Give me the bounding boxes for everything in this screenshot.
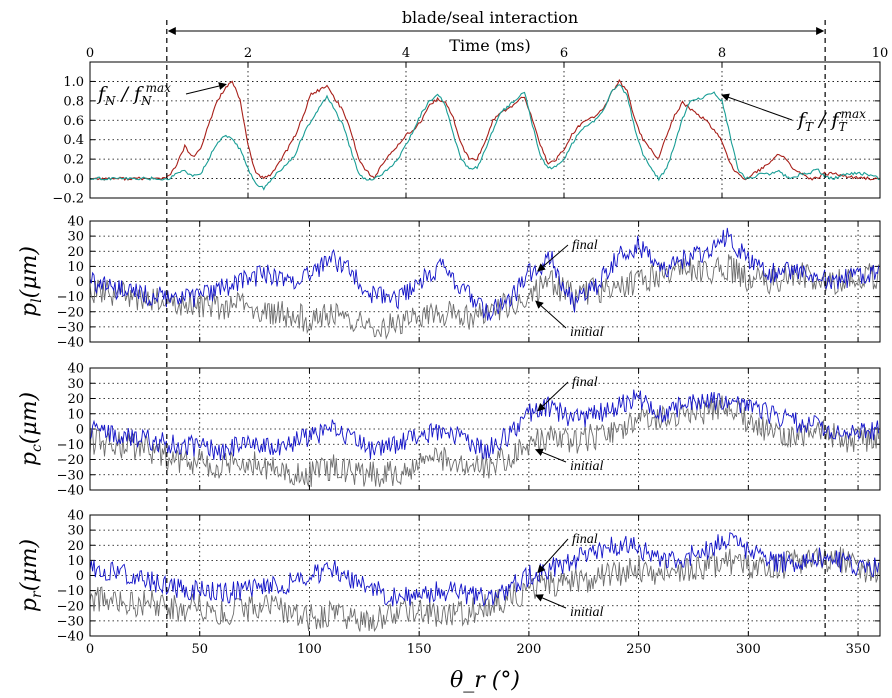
interaction-label: blade/seal interaction <box>402 8 578 27</box>
y-tick-label: −40 <box>57 336 84 351</box>
y-axis-label-pl: pl(μm) <box>17 246 45 317</box>
y-tick-label: −30 <box>57 320 84 335</box>
x-tick-label: 300 <box>736 642 761 657</box>
panel-forces: −0.2 0.0 0.2 0.4 0.6 0.8 1.00 2 4 6 8 10 <box>52 46 888 207</box>
top-tick-label: 2 <box>244 46 252 61</box>
y-tick-label: 0.0 <box>63 172 84 187</box>
axes-frame <box>89 514 881 637</box>
series-line-pc-initial <box>90 395 880 488</box>
y-tick-label: −10 <box>57 290 84 305</box>
initial-arrow <box>534 448 567 463</box>
x-tick-label: 250 <box>626 642 651 657</box>
y-tick-label: 20 <box>67 539 84 554</box>
axes-frame <box>89 367 881 491</box>
series-line-pl-initial <box>90 254 880 340</box>
y-tick-label: 40 <box>67 362 84 377</box>
y-tick-label: 20 <box>67 245 84 260</box>
x-tick-label: 150 <box>407 642 432 657</box>
initial-arrow <box>535 300 567 329</box>
series-line-pr-final <box>90 532 880 607</box>
final-label: final <box>572 375 598 390</box>
y-tick-label: 30 <box>67 377 84 392</box>
y-axis-label-pc: pc(μm) <box>17 392 45 466</box>
top-tick-label: 8 <box>718 46 726 61</box>
fn-arrow <box>185 82 227 95</box>
series-line-forces-1 <box>90 84 880 191</box>
initial-label: initial <box>570 605 604 620</box>
final-arrow <box>537 381 569 412</box>
y-axis-label-pr: pr(μm) <box>17 539 45 612</box>
axes-frame <box>89 220 881 343</box>
x-tick-label: 350 <box>846 642 871 657</box>
final-arrow <box>537 538 569 574</box>
x-tick-label: 50 <box>191 642 208 657</box>
y-tick-label: 20 <box>67 392 84 407</box>
y-tick-label: −20 <box>57 453 84 468</box>
y-tick-label: −10 <box>57 584 84 599</box>
y-tick-label: 1.0 <box>63 75 84 90</box>
y-tick-label: 10 <box>67 407 84 422</box>
final-arrow <box>537 244 569 272</box>
y-tick-label: 0.6 <box>63 114 84 129</box>
y-tick-label: 0 <box>76 423 84 438</box>
initial-arrow <box>534 594 567 609</box>
y-tick-label: −20 <box>57 305 84 320</box>
ft-arrow <box>721 93 793 121</box>
y-tick-label: −10 <box>57 438 84 453</box>
y-tick-label: 40 <box>67 509 84 524</box>
final-label: final <box>572 532 598 547</box>
top-tick-label: 6 <box>560 46 568 61</box>
y-tick-label: 30 <box>67 524 84 539</box>
x-tick-label: 200 <box>516 642 541 657</box>
series-line-pr-initial <box>90 546 880 633</box>
fn-label: fN / fNmax <box>96 81 171 108</box>
y-tick-label: 0 <box>76 569 84 584</box>
x-tick-label: 100 <box>297 642 322 657</box>
y-tick-label: −0.2 <box>52 192 84 207</box>
series-line-forces-0 <box>90 78 880 181</box>
initial-label: initial <box>570 459 604 474</box>
y-tick-label: −40 <box>57 630 84 645</box>
y-tick-label: 40 <box>67 215 84 230</box>
initial-label: initial <box>570 325 604 340</box>
top-tick-label: 4 <box>402 46 410 61</box>
top-axis-label: Time (ms) <box>449 36 530 55</box>
x-axis-label: θ_r (°) <box>450 668 520 693</box>
y-tick-label: 0.8 <box>63 94 84 109</box>
series-line-pl-final <box>90 227 880 322</box>
y-tick-label: 0.4 <box>63 133 84 148</box>
y-tick-label: −30 <box>57 468 84 483</box>
y-tick-label: −30 <box>57 614 84 629</box>
series-line-pc-final <box>90 389 880 461</box>
y-tick-label: −20 <box>57 599 84 614</box>
y-tick-label: 10 <box>67 260 84 275</box>
ft-label: fT / fTmax <box>796 107 866 134</box>
axes-frame <box>89 61 881 199</box>
y-tick-label: 10 <box>67 554 84 569</box>
y-tick-label: −40 <box>57 484 84 499</box>
top-tick-label: 10 <box>872 46 889 61</box>
y-tick-label: 0.2 <box>63 153 84 168</box>
top-tick-label: 0 <box>86 46 94 61</box>
y-tick-label: 0 <box>76 275 84 290</box>
y-tick-label: 30 <box>67 230 84 245</box>
final-label: final <box>572 238 598 253</box>
x-tick-label: 0 <box>86 642 94 657</box>
